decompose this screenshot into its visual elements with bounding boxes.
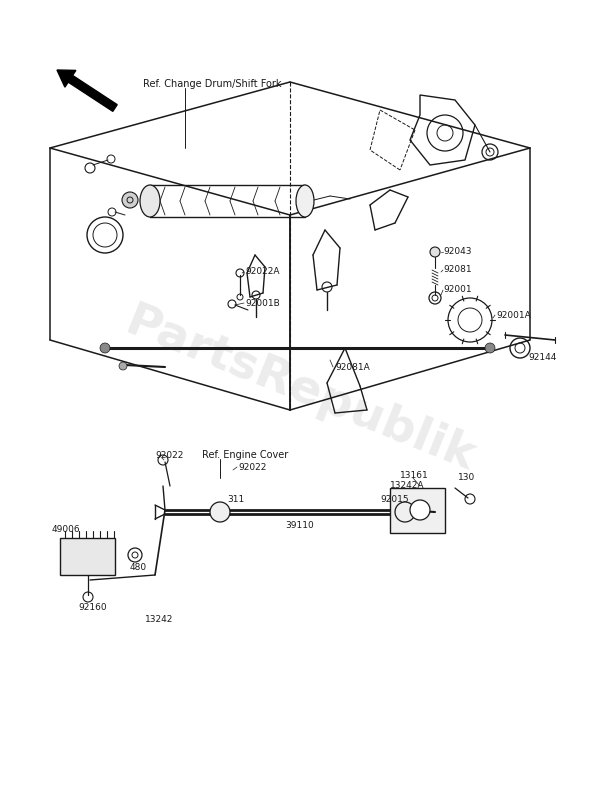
Circle shape xyxy=(210,502,230,522)
Text: 49006: 49006 xyxy=(52,525,80,535)
Ellipse shape xyxy=(140,185,160,217)
Circle shape xyxy=(122,192,138,208)
Text: 13161: 13161 xyxy=(400,470,429,480)
Circle shape xyxy=(485,343,495,353)
Text: Ref. Engine Cover: Ref. Engine Cover xyxy=(202,450,288,460)
Text: 92022: 92022 xyxy=(238,462,266,472)
Circle shape xyxy=(410,500,430,520)
Text: 92015: 92015 xyxy=(380,495,409,505)
FancyArrow shape xyxy=(57,70,117,111)
Circle shape xyxy=(100,343,110,353)
Text: 13242A: 13242A xyxy=(390,480,425,490)
Circle shape xyxy=(395,502,415,522)
Text: 92001A: 92001A xyxy=(496,311,531,319)
Text: 311: 311 xyxy=(227,495,244,503)
Text: 92001: 92001 xyxy=(443,286,472,294)
Ellipse shape xyxy=(296,185,314,217)
Circle shape xyxy=(119,362,127,370)
Text: 92160: 92160 xyxy=(78,603,107,612)
Text: 480: 480 xyxy=(130,564,147,572)
Text: 92144: 92144 xyxy=(528,353,556,363)
Text: 92001B: 92001B xyxy=(245,298,280,308)
Text: PartsRepublik: PartsRepublik xyxy=(118,299,482,481)
Polygon shape xyxy=(390,488,445,533)
Text: 130: 130 xyxy=(458,473,475,483)
Polygon shape xyxy=(60,538,115,575)
Text: Ref. Change Drum/Shift Fork: Ref. Change Drum/Shift Fork xyxy=(143,79,281,89)
Text: 13242: 13242 xyxy=(145,615,173,625)
Text: 92081: 92081 xyxy=(443,265,472,275)
Text: 92043: 92043 xyxy=(443,247,472,257)
Text: 92081A: 92081A xyxy=(335,363,370,373)
Text: 92022A: 92022A xyxy=(245,268,280,276)
Text: 39110: 39110 xyxy=(285,520,314,530)
Text: 92022: 92022 xyxy=(155,451,184,459)
Circle shape xyxy=(430,247,440,257)
